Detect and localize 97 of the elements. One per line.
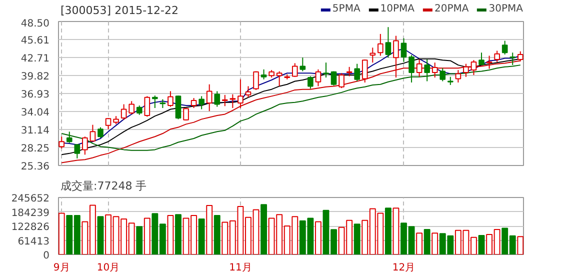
bar — [175, 214, 182, 254]
candlestick — [222, 94, 228, 107]
bar — [314, 221, 322, 254]
candlestick — [152, 95, 158, 108]
candlestick — [230, 94, 236, 108]
bar — [198, 218, 205, 254]
candlestick — [136, 105, 142, 116]
candlestick — [393, 35, 399, 78]
legend-label: 5PMA — [332, 4, 360, 14]
candlestick — [120, 104, 127, 120]
bar — [144, 218, 150, 254]
bar — [392, 208, 400, 254]
candlestick — [238, 78, 244, 108]
candlestick — [175, 95, 182, 120]
candlestick — [144, 96, 150, 118]
candlestick — [190, 98, 197, 108]
candlestick — [455, 70, 462, 83]
candlestick — [206, 84, 212, 112]
y-tick-label: 34.04 — [20, 107, 50, 118]
candlestick — [494, 50, 500, 62]
y-tick-label: 245652 — [11, 194, 50, 204]
candlestick — [510, 52, 516, 66]
candlestick — [66, 131, 72, 144]
bar — [136, 226, 143, 254]
candlestick — [128, 100, 135, 115]
y-tick-label: 45.61 — [20, 35, 50, 46]
bar — [424, 228, 430, 254]
candlestick — [408, 54, 414, 83]
y-tick-label: 122826 — [11, 222, 50, 233]
candlestick — [245, 86, 252, 98]
candlestick — [82, 136, 88, 156]
chart-title: 成交量:77248 手 — [60, 180, 147, 192]
candlestick — [58, 136, 65, 149]
bar — [384, 208, 392, 254]
bar — [97, 216, 104, 254]
chart-title: [300053] 2015-12-22 — [60, 4, 178, 17]
candlestick — [440, 68, 446, 82]
y-tick-label: 42.71 — [20, 54, 50, 65]
candlestick — [292, 62, 298, 78]
candlestick — [214, 90, 220, 108]
candlestick — [400, 38, 407, 62]
candlestick — [517, 50, 524, 62]
candlestick — [424, 58, 430, 82]
candlestick — [416, 58, 422, 78]
candlestick — [470, 60, 477, 76]
candlestick — [168, 90, 174, 108]
y-tick-label: 39.82 — [20, 72, 50, 83]
x-tick-label: 10月 — [96, 262, 120, 274]
candlestick — [300, 57, 306, 72]
candlestick — [378, 33, 384, 56]
candlestick — [432, 62, 438, 78]
candlestick — [486, 55, 492, 70]
y-tick-label: 0 — [43, 250, 50, 262]
candlestick — [338, 72, 344, 89]
bar — [478, 234, 485, 254]
candlestick — [502, 40, 508, 55]
candlestick — [198, 96, 204, 110]
candlestick — [385, 26, 392, 58]
candlestick — [463, 63, 469, 78]
bar — [354, 224, 360, 254]
candlestick — [323, 62, 329, 78]
bar — [206, 205, 213, 254]
legend-label: 30PMA — [488, 4, 523, 14]
candlestick — [260, 68, 267, 80]
candlestick — [370, 47, 376, 64]
candlestick — [90, 124, 96, 142]
candlestick — [478, 52, 484, 66]
legend-label: 10PMA — [380, 4, 415, 14]
y-tick-label: 61413 — [18, 236, 50, 248]
bar — [517, 236, 524, 254]
candlestick — [362, 58, 368, 83]
candlestick — [98, 126, 104, 138]
candlestick — [253, 70, 259, 90]
candlestick — [183, 108, 189, 121]
bar — [167, 215, 174, 254]
legend-label: 20PMA — [434, 4, 469, 14]
candlestick — [346, 66, 352, 77]
bar — [260, 204, 268, 254]
y-tick-label: 31.14 — [20, 126, 50, 137]
y-tick-label: 36.93 — [20, 90, 50, 100]
x-tick-label: 12月 — [392, 262, 416, 274]
y-tick-label: 48.50 — [20, 18, 50, 30]
bar — [416, 232, 423, 254]
candlestick — [74, 144, 80, 159]
candlestick — [276, 70, 282, 87]
bar — [214, 215, 220, 254]
x-tick-label: 11月 — [229, 262, 252, 274]
candlestick — [330, 70, 337, 86]
y-tick-label: 25.36 — [20, 162, 50, 172]
y-tick-label: 184239 — [11, 208, 50, 219]
candlestick — [308, 76, 314, 90]
bar — [58, 212, 65, 254]
x-tick-label: 9月 — [53, 262, 70, 274]
candlestick — [354, 63, 360, 82]
y-tick-label: 28.25 — [20, 144, 50, 155]
bar — [432, 232, 438, 254]
candlestick — [315, 68, 322, 87]
